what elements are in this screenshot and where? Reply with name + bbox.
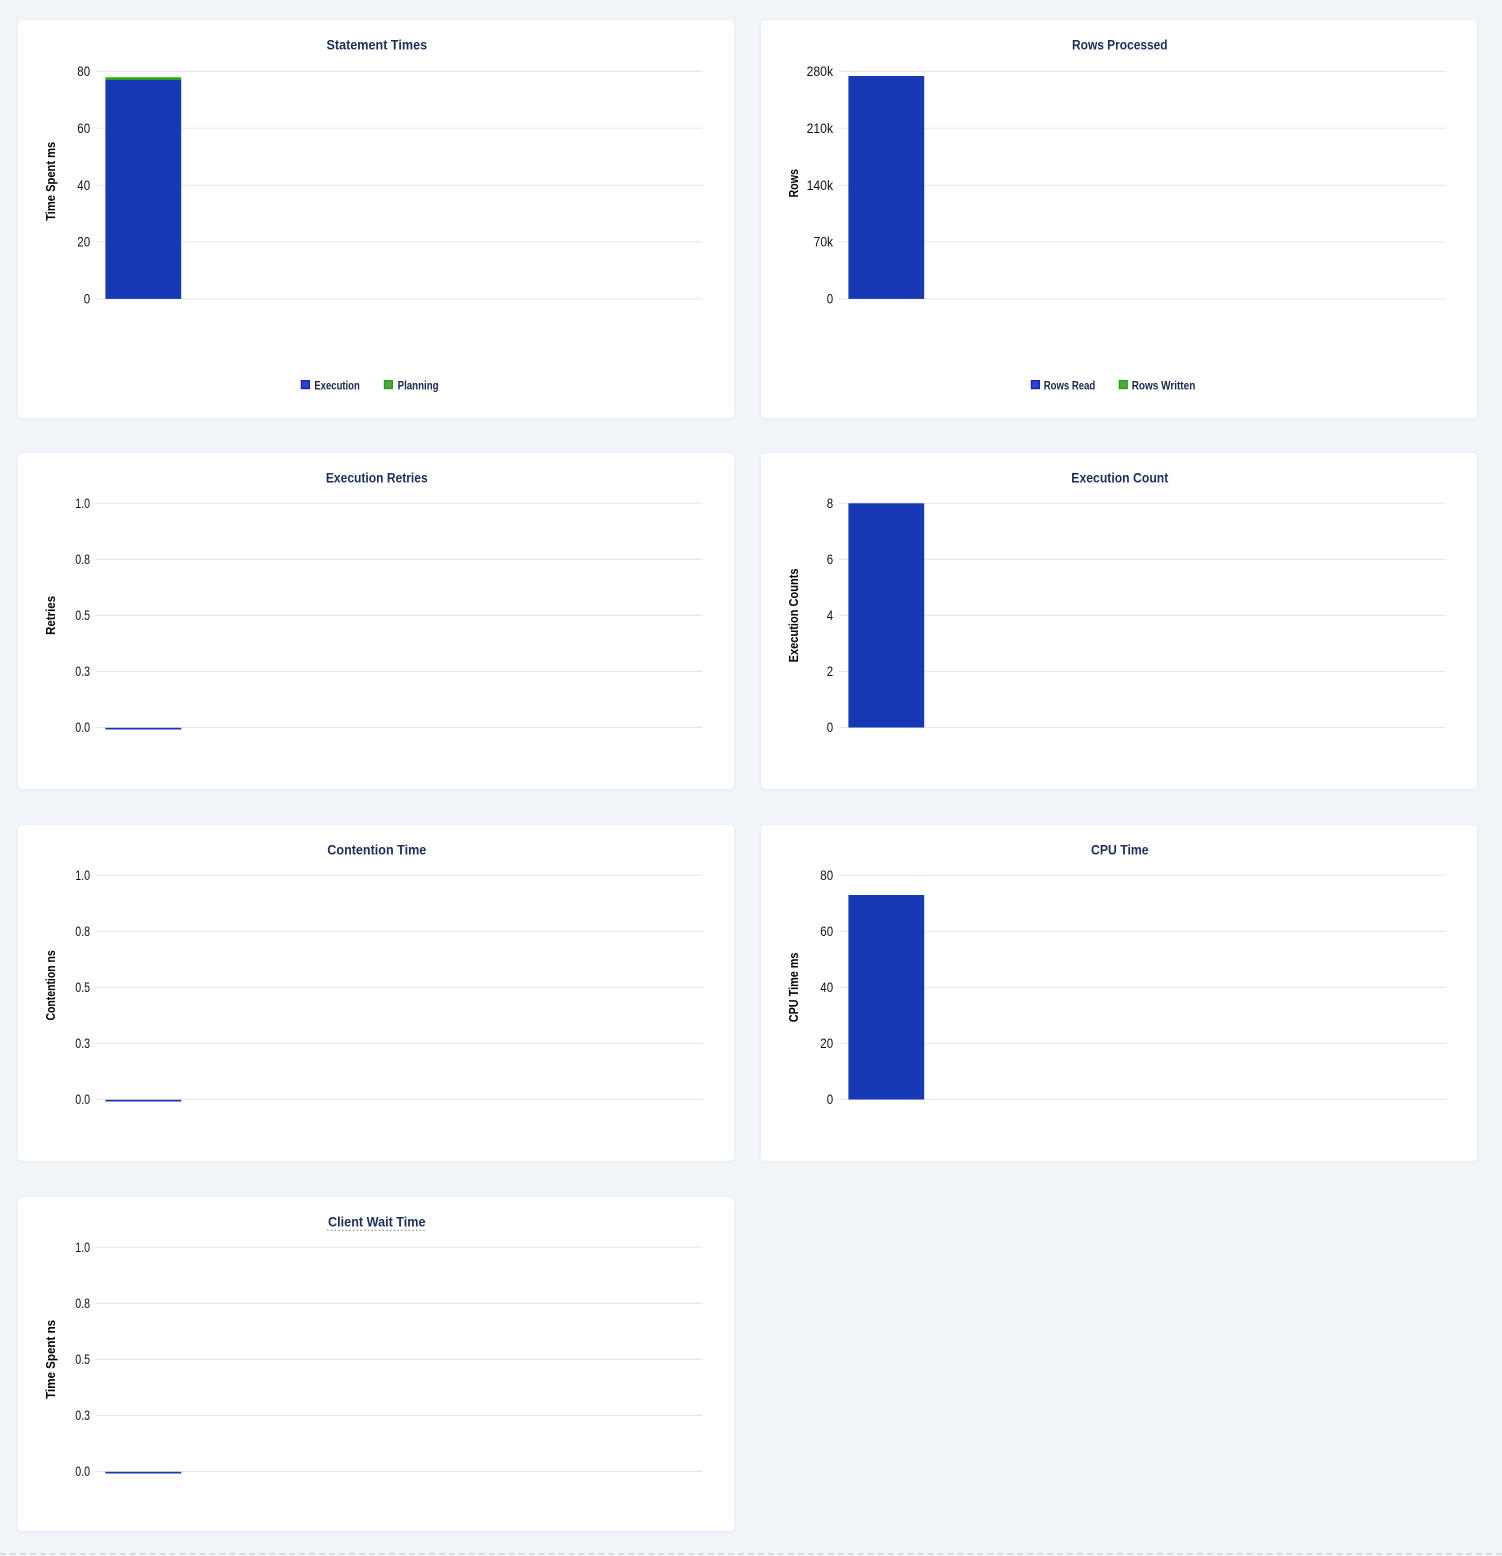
svg-text:40: 40	[820, 980, 833, 995]
svg-text:60: 60	[77, 121, 90, 136]
svg-text:0.5: 0.5	[75, 1352, 90, 1367]
svg-text:8: 8	[827, 496, 833, 511]
svg-text:Retries: Retries	[43, 596, 58, 635]
svg-text:2: 2	[827, 664, 833, 679]
svg-text:140k: 140k	[807, 178, 834, 193]
svg-text:0.3: 0.3	[75, 1036, 90, 1051]
svg-text:0: 0	[84, 292, 90, 307]
svg-text:Rows Processed: Rows Processed	[1072, 38, 1168, 53]
svg-text:0: 0	[827, 1092, 833, 1107]
svg-text:CPU Time: CPU Time	[1091, 843, 1149, 858]
svg-text:1.0: 1.0	[75, 868, 90, 883]
svg-text:0.3: 0.3	[75, 664, 90, 679]
svg-text:Execution Count: Execution Count	[1071, 471, 1168, 486]
svg-text:0.8: 0.8	[75, 552, 90, 567]
svg-text:Rows Written: Rows Written	[1132, 380, 1196, 392]
svg-text:20: 20	[820, 1036, 833, 1051]
svg-text:Planning: Planning	[398, 380, 439, 392]
svg-text:6: 6	[827, 552, 833, 567]
svg-text:4: 4	[827, 608, 834, 623]
svg-text:Execution Retries: Execution Retries	[326, 471, 428, 486]
svg-text:0.0: 0.0	[75, 1092, 90, 1107]
svg-text:Statement Times: Statement Times	[327, 38, 428, 53]
svg-text:40: 40	[77, 178, 90, 193]
svg-text:Time Spent ms: Time Spent ms	[43, 142, 58, 221]
svg-text:80: 80	[820, 868, 833, 883]
svg-text:70k: 70k	[814, 235, 834, 250]
svg-text:210k: 210k	[807, 121, 834, 136]
svg-text:20: 20	[77, 235, 90, 250]
svg-text:280k: 280k	[807, 64, 834, 79]
svg-text:Execution: Execution	[314, 380, 359, 392]
svg-text:Time Spent ns: Time Spent ns	[43, 1320, 58, 1399]
svg-text:0.0: 0.0	[75, 1464, 90, 1479]
svg-text:0.8: 0.8	[75, 1296, 90, 1311]
svg-text:1.0: 1.0	[75, 496, 90, 511]
svg-text:0.5: 0.5	[75, 608, 90, 623]
svg-text:Rows: Rows	[786, 169, 801, 197]
svg-text:0: 0	[827, 292, 833, 307]
svg-text:0.3: 0.3	[75, 1408, 90, 1423]
svg-text:Contention Time: Contention Time	[327, 843, 426, 858]
svg-text:Rows Read: Rows Read	[1044, 380, 1096, 392]
svg-text:CPU Time ms: CPU Time ms	[786, 953, 801, 1023]
svg-text:Client Wait Time: Client Wait Time	[328, 1215, 426, 1230]
svg-text:0.8: 0.8	[75, 924, 90, 939]
svg-text:Execution Counts: Execution Counts	[786, 568, 801, 662]
svg-text:0.0: 0.0	[75, 720, 90, 735]
svg-text:0.5: 0.5	[75, 980, 90, 995]
svg-text:Contention ns: Contention ns	[43, 950, 58, 1020]
svg-text:1.0: 1.0	[75, 1240, 90, 1255]
svg-text:80: 80	[77, 64, 90, 79]
svg-text:60: 60	[820, 924, 833, 939]
svg-text:0: 0	[827, 720, 833, 735]
